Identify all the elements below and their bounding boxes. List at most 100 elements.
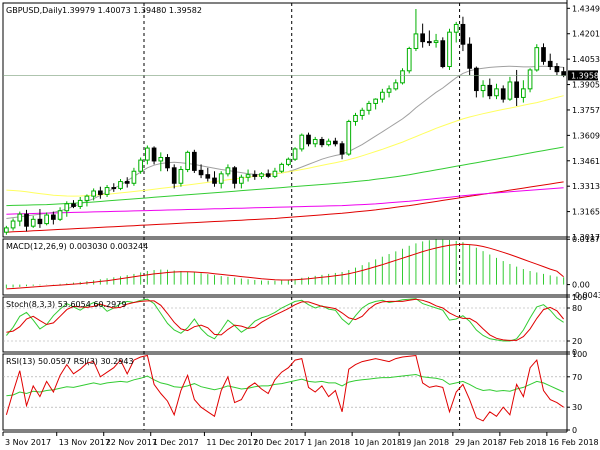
price-tick-label: 1.33130	[572, 182, 600, 191]
current-price-label: 1.39582	[571, 71, 600, 80]
candle-body	[91, 190, 96, 197]
moving-average-magenta	[6, 187, 564, 215]
candle-body	[98, 190, 103, 195]
macd-pane-frame	[2, 238, 568, 296]
price-tick-label: 1.37570	[572, 106, 600, 115]
candle-body	[306, 134, 311, 145]
candle-body	[554, 66, 560, 73]
macd-tick-label: 0.018715	[572, 235, 600, 244]
stoch-tick-label: 100	[572, 293, 587, 302]
candle-body	[265, 173, 271, 177]
rsi-tick-label: 0	[572, 426, 577, 435]
candle-body	[4, 227, 9, 233]
price-tick-label: 1.34610	[572, 157, 600, 166]
candle-body	[232, 167, 237, 184]
moving-average-green	[6, 146, 564, 207]
stoch-title: Stoch(8,3,3) 53.6054 60.2979	[6, 300, 126, 309]
time-tick-label: 29 Jan 2018	[455, 438, 503, 447]
candle-body	[534, 47, 540, 71]
rsi-tick-label: 70	[572, 373, 582, 382]
candle-body	[239, 176, 244, 184]
candle-body	[373, 98, 378, 104]
candle-body	[84, 195, 90, 201]
candle-body	[299, 134, 305, 150]
macd-title: MACD(12,26,9) 0.003030 0.003244	[6, 242, 148, 251]
candle-body	[453, 23, 459, 33]
candle-body	[487, 84, 493, 97]
rsi-tick-label: 100	[572, 350, 587, 359]
time-tick-label: 16 Feb 2018	[549, 438, 599, 447]
price-tick-label: 1.43490	[572, 4, 600, 13]
candle-body	[406, 47, 412, 72]
candle-body	[104, 187, 110, 195]
candle-body	[10, 220, 16, 229]
candle-body	[413, 33, 419, 49]
candle-body	[380, 91, 385, 100]
candle-body	[333, 140, 338, 145]
candle-body	[178, 169, 184, 184]
macd-tick-label: -0.004331	[572, 291, 600, 300]
price-tick-label: 1.39050	[572, 81, 600, 90]
candle-body	[467, 43, 472, 69]
candle-body	[212, 177, 217, 184]
candle-body	[111, 187, 117, 190]
candle-body	[37, 218, 43, 225]
time-tick-label: 22 Nov 2017	[106, 438, 157, 447]
rsi-tick-label: 30	[572, 403, 582, 412]
candle-body	[521, 88, 526, 98]
candle-body	[245, 174, 251, 178]
stoch-tick-label: 80	[572, 304, 582, 313]
rsi-pane-frame	[2, 353, 568, 431]
candle-body	[145, 147, 150, 161]
time-tick-label: 7 Feb 2018	[502, 438, 547, 447]
chart-title: GBPUSD,Daily	[6, 6, 63, 15]
macd-tick-label: 0.00	[572, 281, 590, 290]
time-tick-label: 13 Nov 2017	[59, 438, 110, 447]
candle-body	[272, 170, 278, 177]
candle-body	[541, 47, 546, 62]
time-tick-label: 3 Nov 2017	[5, 438, 51, 447]
candle-body	[138, 159, 143, 172]
candle-body	[286, 158, 291, 165]
stoch-signal-line	[6, 298, 564, 341]
candle-body	[326, 140, 331, 146]
candle-body	[118, 181, 123, 189]
candle-body	[527, 69, 533, 90]
price-pane-frame	[2, 2, 568, 238]
candle-body	[480, 84, 486, 92]
candle-body	[292, 148, 298, 160]
rsi3-line	[5, 354, 564, 422]
candle-body	[185, 151, 190, 171]
time-tick-label: 10 Jan 2018	[354, 438, 402, 447]
price-tick-label: 1.42010	[572, 30, 600, 39]
current-price-tag	[568, 70, 598, 81]
candle-body	[218, 173, 224, 184]
time-tick-label: 1 Jan 2018	[307, 438, 350, 447]
candle-body	[64, 203, 70, 212]
rsi-title: RSI(13) 50.0597 RSI(3) 30.2943	[6, 357, 134, 366]
candle-body	[225, 167, 231, 175]
moving-average-red	[6, 181, 564, 233]
candle-body	[433, 40, 439, 43]
time-tick-label: 11 Dec 2017	[206, 438, 257, 447]
candle-body	[366, 102, 372, 111]
candle-body	[312, 138, 318, 145]
candle-body	[359, 109, 365, 116]
candle-body	[252, 174, 258, 177]
time-tick-label: 19 Jan 2018	[401, 438, 449, 447]
candle-body	[158, 157, 164, 162]
stoch-tick-label: 0	[572, 348, 577, 357]
candle-body	[57, 210, 63, 220]
candle-body	[24, 213, 29, 227]
candle-body	[427, 41, 432, 44]
candle-body	[420, 33, 425, 43]
time-tick-label: 1 Dec 2017	[153, 438, 199, 447]
candle-body	[393, 82, 399, 90]
macd-signal-line	[6, 243, 564, 290]
price-tick-label: 1.30170	[572, 233, 600, 242]
candle-body	[71, 203, 76, 207]
candle-body	[77, 199, 83, 207]
candle-body	[500, 88, 506, 100]
